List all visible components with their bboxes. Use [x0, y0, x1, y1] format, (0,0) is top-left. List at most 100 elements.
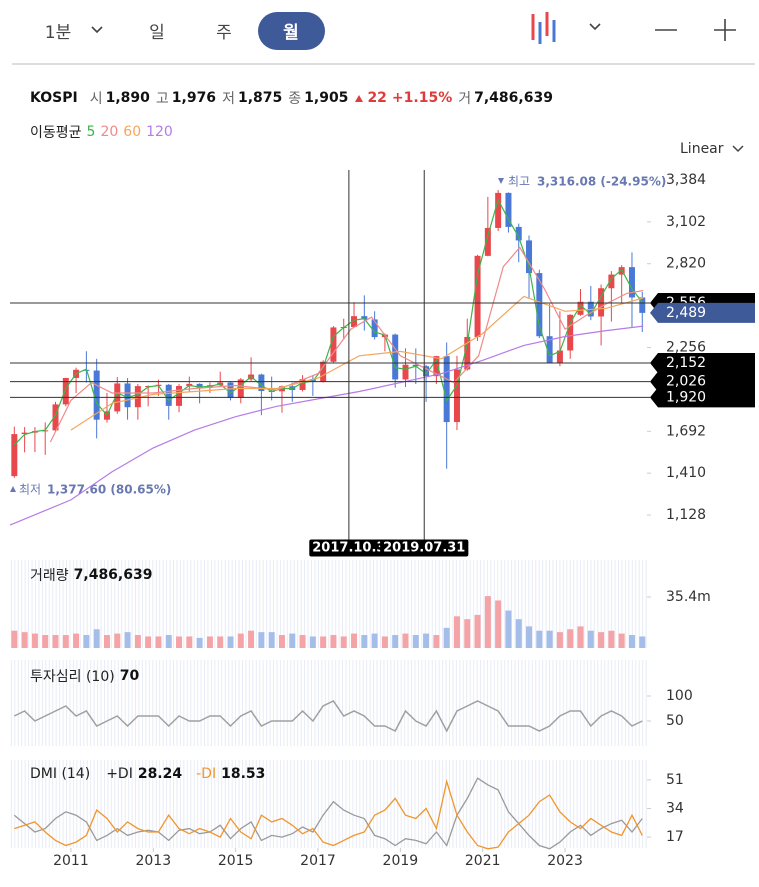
x-tick-label: 2011: [53, 853, 89, 869]
y-tick-label: 100: [666, 688, 693, 704]
current-price-label: 2,489: [666, 305, 706, 321]
dmi-header: DMI (14) +DI 28.24 -DI 18.53: [30, 766, 270, 782]
volume-bar: [21, 632, 28, 648]
volume-bar: [412, 635, 419, 648]
volume-bar: [340, 636, 347, 648]
candle-body: [567, 314, 574, 351]
candle-body: [62, 377, 69, 405]
candle-body: [443, 356, 450, 423]
volume-bar: [628, 635, 635, 648]
sentiment-title: 투자심리 (10): [30, 669, 115, 685]
candle-body: [505, 192, 512, 227]
y-tick-label: 1,410: [666, 465, 706, 481]
volume-bar: [73, 633, 80, 648]
candle-body: [628, 267, 635, 298]
ma-legend-item: 120: [146, 124, 173, 140]
volume-bar: [289, 633, 296, 648]
volume-header: 거래량 7,486,639: [30, 565, 157, 585]
volume-bar: [83, 635, 90, 648]
candle-body: [556, 350, 563, 363]
candle-body: [495, 192, 502, 228]
candle-body: [608, 274, 615, 289]
y-tick-label: 35.4m: [666, 589, 711, 605]
ma-legend: 이동평균 5 20 60 120: [30, 122, 178, 142]
volume-bar: [227, 636, 234, 648]
reference-tag: [650, 352, 755, 373]
y-tick-label: 51: [666, 772, 684, 788]
chevron[interactable]: [91, 26, 103, 34]
ma-legend-item: 5: [86, 124, 96, 140]
volume-bar: [464, 619, 471, 648]
tab[interactable]: 일: [149, 23, 165, 43]
reference-label: 2,152: [666, 355, 706, 371]
volume-bar: [392, 635, 399, 648]
scale-mode[interactable]: Linear: [680, 141, 746, 157]
zoom-in[interactable]: [714, 19, 736, 41]
volume-bar: [505, 610, 512, 648]
candle-icon[interactable]: [531, 12, 556, 44]
volume-value: 7,486,639: [73, 567, 153, 583]
volume-bar: [299, 635, 306, 648]
volume-bar: [237, 633, 244, 648]
candle-body: [474, 255, 481, 337]
scale-mode-label[interactable]: Linear: [680, 141, 724, 157]
volume-bar: [258, 632, 265, 648]
volume-bar: [268, 632, 275, 648]
crosshair-box: [309, 539, 389, 557]
tab[interactable]: 주: [216, 23, 232, 43]
reference-label: 1,920: [666, 389, 706, 405]
candle-body: [361, 316, 368, 320]
volume-bar: [608, 630, 615, 648]
candle-body: [42, 430, 49, 432]
low-label: 저: [222, 91, 235, 107]
chevron[interactable]: [589, 23, 601, 31]
tab[interactable]: 월: [283, 23, 299, 43]
max-marker: [498, 178, 504, 184]
volume: 7,486,639: [474, 90, 553, 106]
candle-body: [320, 361, 327, 382]
volume-bar: [103, 635, 110, 648]
candle-body: [484, 227, 491, 256]
x-tick-label: 2019: [383, 853, 419, 869]
volume-bar: [423, 633, 430, 648]
volume-title: 거래량: [30, 568, 69, 584]
ma-legend-item: 60: [123, 124, 142, 140]
volume-bar: [567, 629, 574, 648]
y-tick-label: 2,820: [666, 256, 706, 272]
volume-bar: [42, 635, 49, 648]
volume-bar: [433, 635, 440, 648]
candle-body: [227, 382, 234, 399]
chevron[interactable]: [730, 144, 746, 154]
active-tab-pill[interactable]: [258, 12, 325, 50]
volume-bar: [587, 630, 594, 648]
x-tick-label: 2023: [547, 853, 583, 869]
reference-tag: [650, 371, 755, 392]
change: 22: [367, 90, 387, 106]
symbol: KOSPI: [30, 90, 78, 106]
moving-average: [49, 246, 644, 443]
dmi-pane: [10, 760, 647, 848]
volume-bar: [31, 633, 38, 648]
candle-body: [536, 273, 543, 337]
max-prefix: 최고: [508, 175, 530, 189]
high: 1,976: [171, 90, 217, 106]
volume-bar: [536, 630, 543, 648]
candle-body: [93, 370, 100, 420]
x-tick-label: 2013: [135, 853, 171, 869]
volume-bar: [361, 635, 368, 648]
volume-bar: [546, 630, 553, 648]
candle-body: [371, 319, 378, 338]
candle-body: [639, 297, 646, 313]
volume-bar: [371, 633, 378, 648]
x-tick-label: 2015: [218, 853, 254, 869]
candle-body: [134, 386, 141, 408]
volume-bar: [577, 626, 584, 648]
tab[interactable]: 1분: [44, 23, 72, 43]
max-text: 3,316.08 (-24.95%): [537, 175, 666, 189]
plus-di-label: +DI: [106, 766, 133, 782]
y-tick-label: 2,256: [666, 339, 706, 355]
candle-body: [546, 336, 553, 363]
minus-di-label: -DI: [196, 766, 217, 782]
volume-bar: [402, 633, 409, 648]
